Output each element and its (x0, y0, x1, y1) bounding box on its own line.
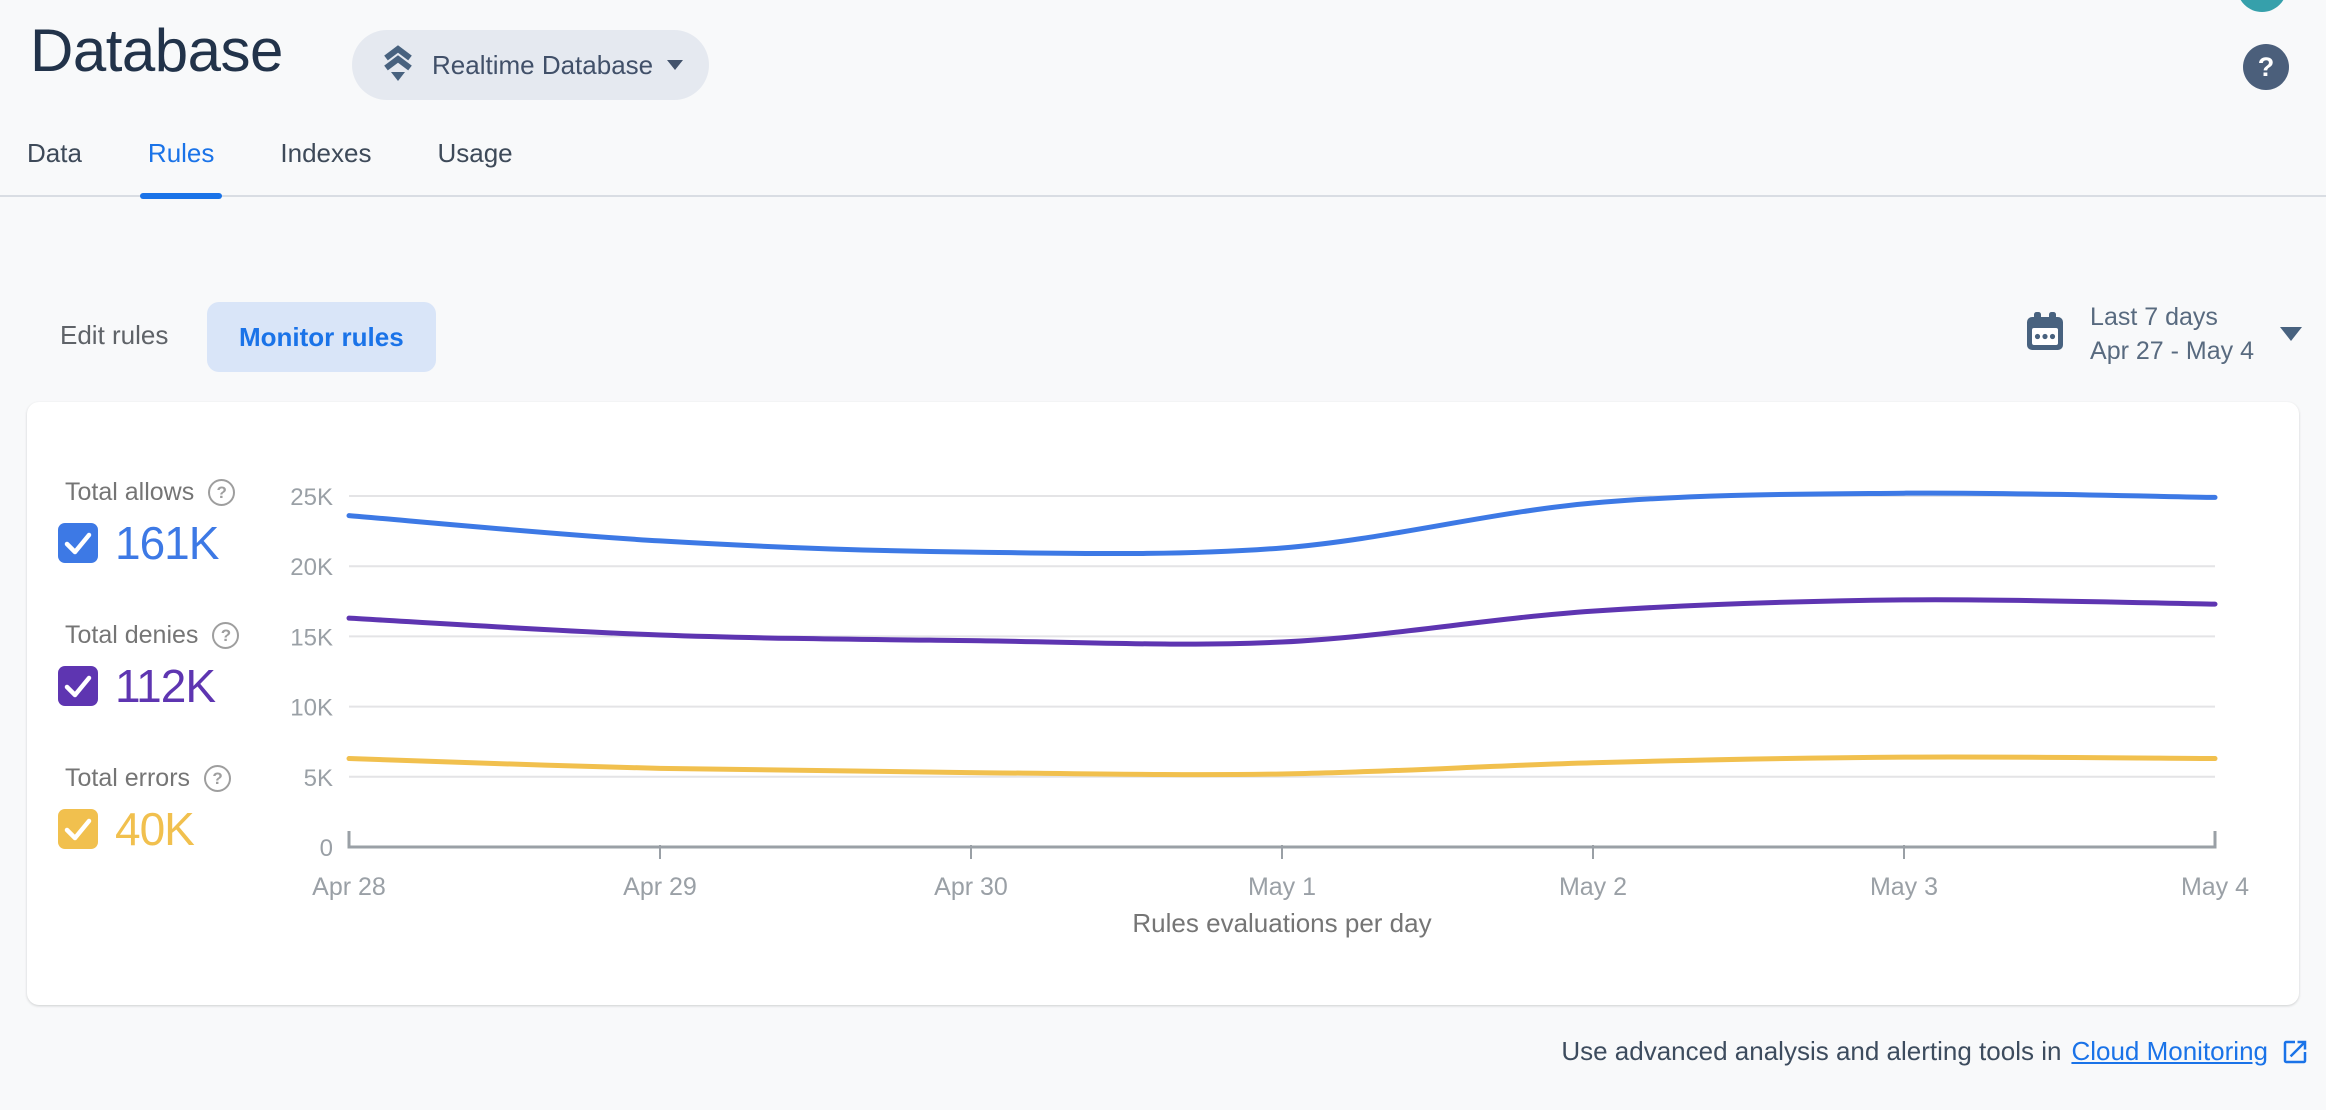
help-icon[interactable]: ? (212, 622, 240, 649)
product-selector-chip[interactable]: Realtime Database (352, 30, 710, 100)
help-icon[interactable]: ? (208, 479, 236, 506)
metric-value: 40K (115, 803, 195, 855)
tab-rules[interactable]: Rules (139, 138, 223, 199)
avatar[interactable] (2237, 0, 2287, 12)
svg-text:May 1: May 1 (1248, 873, 1316, 901)
product-selector-label: Realtime Database (432, 49, 654, 80)
svg-text:Apr 30: Apr 30 (934, 873, 1008, 901)
svg-text:May 2: May 2 (1559, 873, 1627, 901)
edit-rules-button[interactable]: Edit rules (60, 320, 169, 350)
footer-note: Use advanced analysis and alerting tools… (1561, 1036, 2310, 1067)
denies-checkbox[interactable] (58, 666, 98, 706)
tab-indexes[interactable]: Indexes (280, 138, 372, 168)
calendar-icon (2022, 309, 2068, 360)
metric-label: Total denies (65, 621, 199, 649)
page-title: Database (30, 17, 283, 84)
help-button[interactable]: ? (2243, 44, 2289, 90)
svg-text:5K: 5K (304, 765, 333, 792)
tab-data[interactable]: Data (27, 138, 82, 168)
metric-value: 161K (115, 517, 219, 569)
svg-text:Apr 28: Apr 28 (312, 873, 386, 901)
check-icon (64, 675, 92, 698)
tab-bar: Data Rules Indexes Usage (0, 138, 2326, 199)
chart-title: Rules evaluations per day (1132, 908, 1432, 938)
tab-usage[interactable]: Usage (437, 138, 513, 168)
footer-text: Use advanced analysis and alerting tools… (1561, 1036, 2062, 1066)
rules-monitor-card: Total allows ? 161K Total denies ? (27, 402, 2299, 1005)
chevron-down-icon (2280, 327, 2302, 341)
svg-text:May 4: May 4 (2181, 873, 2249, 901)
realtime-database-icon (378, 43, 418, 88)
svg-text:10K: 10K (290, 695, 333, 722)
rules-evaluations-chart: 0 5K 10K 15K 20K 25K Apr 28 Apr 29 Apr 30 May 1 Ma… (290, 484, 2249, 901)
open-in-new-icon (2280, 1037, 2310, 1067)
svg-text:Apr 29: Apr 29 (623, 873, 697, 901)
metric-total-allows: Total allows ? 161K (58, 478, 236, 570)
question-mark-icon: ? (2257, 51, 2275, 82)
monitor-rules-button[interactable]: Monitor rules (207, 302, 436, 372)
svg-text:20K: 20K (290, 554, 333, 581)
svg-text:0: 0 (320, 835, 333, 862)
metric-label: Total allows (65, 478, 195, 506)
cloud-monitoring-link[interactable]: Cloud Monitoring (2071, 1036, 2268, 1066)
metric-label: Total errors (65, 764, 191, 792)
chevron-down-icon (667, 60, 684, 70)
svg-text:15K: 15K (290, 624, 333, 651)
date-range-selector[interactable]: Last 7 days Apr 27 - May 4 (2022, 300, 2302, 368)
allows-checkbox[interactable] (58, 523, 98, 563)
date-range-preset: Last 7 days (2090, 303, 2218, 331)
check-icon (64, 818, 92, 841)
date-range-dates: Apr 27 - May 4 (2090, 337, 2254, 365)
metric-total-denies: Total denies ? 112K (58, 621, 240, 713)
metric-total-errors: Total errors ? 40K (58, 764, 232, 856)
errors-checkbox[interactable] (58, 809, 98, 849)
svg-text:25K: 25K (290, 484, 333, 511)
metric-value: 112K (115, 660, 216, 712)
check-icon (64, 532, 92, 555)
svg-text:May 3: May 3 (1870, 873, 1938, 901)
help-icon[interactable]: ? (204, 765, 232, 792)
